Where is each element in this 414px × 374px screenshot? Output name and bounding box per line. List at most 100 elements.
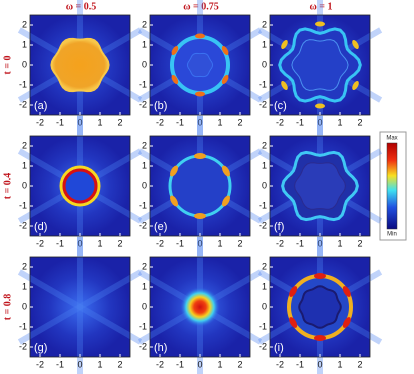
y-tick-label: 1	[262, 281, 267, 291]
row-label: t = 0.8	[2, 294, 13, 321]
x-tick-label: -1	[56, 117, 64, 127]
y-tick-label: -1	[259, 321, 267, 331]
hot-spot	[195, 91, 205, 97]
x-tick-label: 0	[77, 238, 82, 248]
x-tick-label: 2	[357, 359, 362, 369]
x-tick-label: 1	[337, 238, 342, 248]
x-tick-label: -2	[156, 238, 164, 248]
x-tick-label: 0	[197, 238, 202, 248]
y-tick-label: 1	[142, 160, 147, 170]
x-tick-label: -2	[276, 359, 284, 369]
panel-label: (g)	[34, 342, 47, 354]
hot-spot	[281, 39, 288, 50]
x-tick-label: 1	[97, 238, 102, 248]
central-peak	[180, 287, 220, 327]
ring	[168, 154, 232, 218]
hot-spot	[289, 317, 298, 328]
x-tick-label: -1	[176, 238, 184, 248]
panel: (b) -2 -2 -1 -1 0 0 1 1 2 2	[137, 0, 263, 135]
column-title: ω = 0.75	[183, 1, 219, 12]
x-tick-label: 2	[357, 117, 362, 127]
y-tick-label: -1	[259, 79, 267, 89]
column-title: ω = 0.5	[66, 1, 97, 12]
y-tick-label: 2	[142, 261, 147, 271]
hot-spot	[352, 80, 359, 91]
y-tick-label: -1	[139, 200, 147, 210]
panel: (i) -2 -2 -1 -1 0 0 1 1 2 2	[257, 237, 383, 374]
inner	[298, 285, 342, 329]
x-tick-label: 2	[117, 238, 122, 248]
x-tick-label: 0	[77, 117, 82, 127]
hot-spot	[222, 165, 230, 177]
panel: (a) -2 -2 -1 -1 0 0 1 1 2 2	[17, 0, 143, 135]
hot-spot	[315, 103, 325, 109]
y-tick-label: -2	[259, 341, 267, 351]
x-tick-label: 2	[117, 359, 122, 369]
y-tick-label: 2	[262, 140, 267, 150]
x-tick-label: -1	[56, 238, 64, 248]
hot-spot	[314, 273, 326, 279]
x-tick-label: -2	[276, 117, 284, 127]
hot-spot	[281, 80, 288, 91]
y-tick-label: 1	[22, 160, 27, 170]
x-tick-label: 1	[217, 238, 222, 248]
hot-spot	[221, 74, 229, 85]
y-tick-label: -2	[19, 220, 27, 230]
panel-label: (d)	[34, 221, 47, 233]
x-tick-label: 1	[337, 359, 342, 369]
panel-label: (a)	[34, 100, 47, 112]
y-tick-label: -2	[259, 220, 267, 230]
x-tick-label: -2	[156, 359, 164, 369]
hot-spot	[342, 286, 351, 297]
y-tick-label: 2	[22, 19, 27, 29]
ring-outer	[59, 165, 101, 207]
inner	[294, 162, 346, 210]
panel: (c) -2 -2 -1 -1 0 0 1 1 2 2	[257, 0, 383, 135]
hot-spot	[289, 286, 298, 297]
y-tick-label: 1	[22, 281, 27, 291]
y-tick-label: -2	[139, 220, 147, 230]
y-tick-label: 0	[142, 301, 147, 311]
y-tick-label: 0	[142, 180, 147, 190]
y-tick-label: 0	[142, 59, 147, 69]
panel-label: (b)	[154, 100, 167, 112]
x-tick-label: 1	[97, 117, 102, 127]
x-tick-label: 2	[117, 117, 122, 127]
hot-spot	[315, 21, 325, 27]
y-tick-label: -1	[19, 321, 27, 331]
x-tick-label: 2	[237, 117, 242, 127]
y-tick-label: 1	[142, 39, 147, 49]
hot-spot	[221, 45, 229, 56]
inner	[186, 52, 214, 78]
panel-label: (f)	[274, 221, 284, 233]
x-tick-label: -1	[56, 359, 64, 369]
panel-label: (i)	[274, 342, 284, 354]
y-tick-label: 2	[142, 19, 147, 29]
column-title: ω = 1	[309, 1, 332, 12]
inner	[291, 39, 349, 91]
y-tick-label: 2	[262, 261, 267, 271]
y-tick-label: -2	[139, 99, 147, 109]
hot-spot	[170, 195, 178, 207]
y-tick-label: 2	[142, 140, 147, 150]
hot-spot	[342, 317, 351, 328]
panel: (f) -2 -2 -1 -1 0 0 1 1 2 2	[257, 116, 383, 256]
colorbar-max: Max	[386, 136, 397, 142]
x-tick-label: 1	[337, 117, 342, 127]
y-tick-label: -2	[139, 341, 147, 351]
x-tick-label: 1	[217, 359, 222, 369]
y-tick-label: 0	[262, 301, 267, 311]
x-tick-label: 1	[217, 117, 222, 127]
panel: (h) -2 -2 -1 -1 0 0 1 1 2 2	[137, 237, 263, 374]
colorbar	[386, 142, 398, 230]
y-tick-label: -1	[19, 79, 27, 89]
x-tick-label: -1	[296, 117, 304, 127]
panel-bg	[30, 257, 130, 357]
hot-spot	[171, 74, 179, 85]
x-tick-label: -2	[276, 238, 284, 248]
y-tick-label: -2	[19, 99, 27, 109]
y-tick-label: 0	[262, 180, 267, 190]
x-tick-label: -2	[36, 117, 44, 127]
x-tick-label: 2	[357, 238, 362, 248]
